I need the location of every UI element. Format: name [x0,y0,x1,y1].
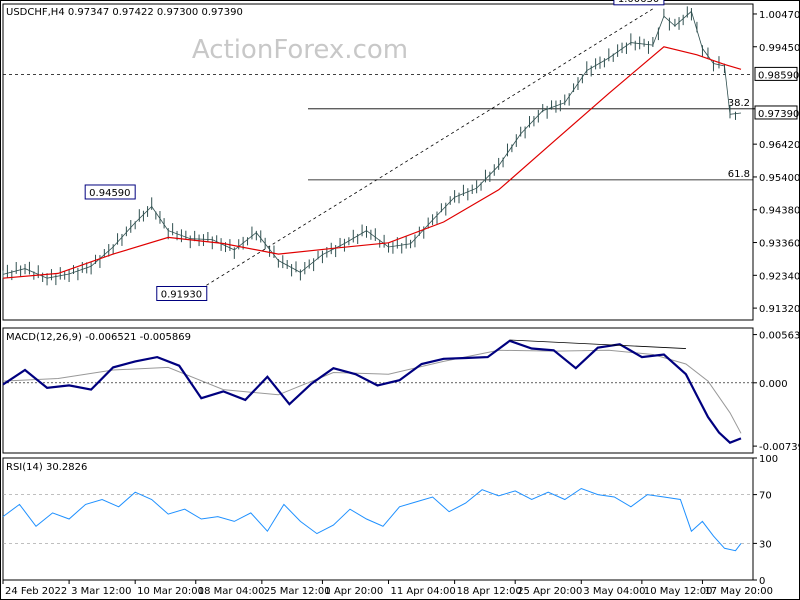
y-tick-label: 100 [759,454,778,465]
y-tick-label: 30 [759,539,772,550]
price-tag-box [754,105,798,120]
rsi-line [2,487,742,552]
y-tick-label: 70 [759,491,772,502]
fib-label: 38.2 [728,98,750,109]
x-tick-label: 18 Mar 04:00 [198,586,265,597]
y-tick-label: 0.91320 [759,304,800,315]
trend-line [201,8,654,289]
x-tick-label: 10 Mar 20:00 [137,586,204,597]
x-tick-label: 10 May 12:00 [644,586,713,597]
swing-label: 0.91930 [161,289,202,300]
y-tick-label: 0.93360 [759,239,800,250]
price-tag: 0.97390 [758,109,799,120]
macd-line [2,339,742,444]
y-tick-label: 0.96420 [759,140,800,151]
price-panel: 1.00470 0.99450 0.96420 0.95400 0.94380 0.933… [2,0,800,321]
panel-frame [2,3,754,321]
x-tick-label: 24 Feb 2022 [5,586,67,597]
y-tick-label: 0 [759,576,765,587]
y-tick-label: -0.007395 [759,442,800,453]
swing-label-box [613,0,665,6]
price-tag-box [754,66,798,81]
y-tick-label: 0.000 [759,379,788,390]
swing-label-box [156,285,208,301]
price-header: USDCHF,H4 0.97347 0.97422 0.97300 0.9739… [6,7,243,18]
x-tick-label: 17 May 20:00 [704,586,773,597]
x-tick-label: 11 Apr 04:00 [391,586,456,597]
y-tick-label: 0.94380 [759,206,800,217]
macd-trend-line [509,339,686,349]
x-tick-label: 25 Mar 12:00 [264,586,331,597]
y-tick-label: 0.005632 [759,331,800,342]
panel-frame [2,327,754,454]
y-tick-label: 1.00470 [759,10,800,21]
x-tick-label: 18 Apr 12:00 [457,586,522,597]
x-tick-label: 3 May 04:00 [583,586,645,597]
price-line [2,10,742,279]
rsi-header: RSI(14) 30.2826 [6,462,87,473]
rsi-panel: 100 70 30 0 [2,454,778,587]
y-tick-label: 0.95400 [759,173,800,184]
fib-label: 61.8 [728,169,750,180]
y-tick-label: 0.92340 [759,271,800,282]
macd-signal-line [2,349,742,434]
x-tick-label: 25 Apr 20:00 [517,586,582,597]
macd-header: MACD(12,26,9) -0.006521 -0.005869 [6,332,191,343]
panel-frame [2,457,754,581]
swing-label: 0.94590 [89,188,130,199]
price-tag: 0.98590 [758,70,799,81]
x-tick-label: 1 Apr 20:00 [324,586,383,597]
watermark: ActionForex.com [192,35,408,65]
x-tick-label: 3 Mar 12:00 [71,586,131,597]
swing-label: 1.00630 [618,0,659,5]
moving-average-line [2,46,742,279]
y-tick-label: 0.99450 [759,43,800,54]
swing-label-box [84,184,136,200]
macd-panel: 0.005632 0.000 -0.007395 [2,327,800,454]
